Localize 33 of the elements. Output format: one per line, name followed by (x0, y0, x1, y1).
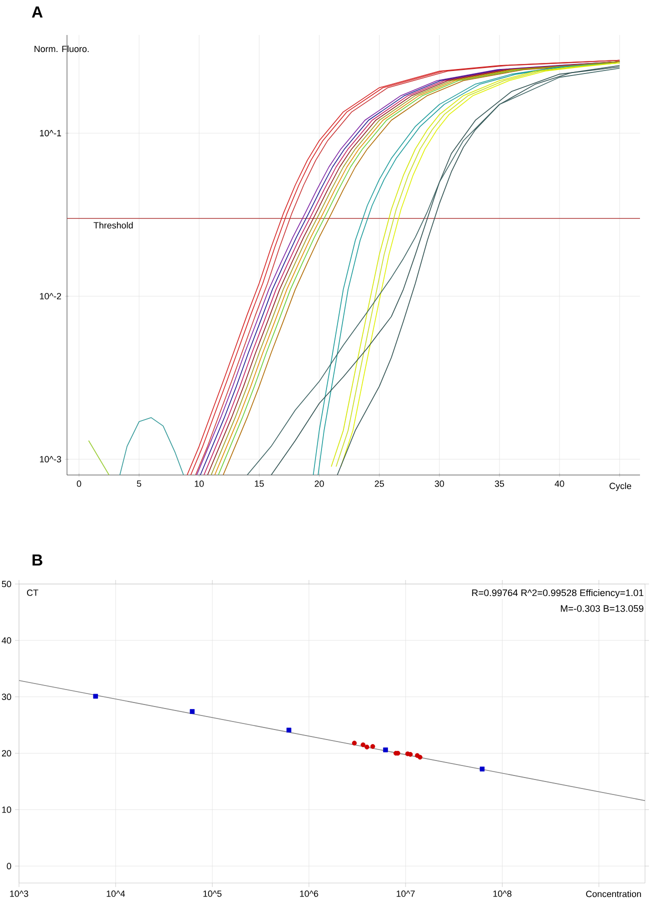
chart-title: B (32, 554, 42, 566)
y-tick-label: 40 (2, 637, 12, 644)
x-tick-label: 10^6 (300, 890, 318, 897)
x-tick-label: 10^3 (10, 890, 28, 897)
annotation: R=0.99764 R^2=0.99528 Efficiency=1.01 (472, 589, 644, 598)
ref-line-label: Threshold (94, 222, 133, 229)
y-tick-label: 10 (2, 806, 12, 813)
y-tick-label: 20 (2, 750, 12, 756)
y-tick-label: 10^-3 (40, 456, 62, 462)
y-tick-label: 30 (2, 694, 12, 700)
x-tick-label: 15 (254, 480, 264, 487)
y-tick-label: 0 (6, 862, 12, 870)
x-tick-label: 10^7 (396, 890, 415, 897)
x-tick-label: 35 (494, 480, 504, 487)
x-tick-label: 10^4 (106, 890, 125, 897)
chart-title: A (32, 6, 43, 18)
x-tick-label: 10 (194, 480, 204, 487)
x-tick-label: 10^8 (493, 890, 512, 897)
y-tick-label: 10^-1 (40, 130, 62, 136)
y-axis-title: CT (26, 590, 38, 596)
x-axis-title: Cycle (610, 482, 632, 491)
y-tick-label: 50 (2, 580, 12, 588)
x-tick-label: 30 (434, 480, 444, 487)
y-axis-title: Norm. Fluoro. (34, 46, 89, 52)
x-tick-label: 20 (314, 480, 324, 487)
x-tick-label: 10^5 (203, 890, 222, 897)
annotation: M=-0.303 B=13.059 (560, 605, 644, 612)
x-tick-label: 40 (554, 480, 564, 487)
x-tick-label: 5 (136, 480, 142, 487)
x-axis-title: Concentration (586, 890, 641, 898)
y-tick-label: 10^-2 (40, 292, 62, 300)
x-tick-label: 0 (76, 480, 82, 487)
x-tick-label: 25 (374, 480, 384, 487)
